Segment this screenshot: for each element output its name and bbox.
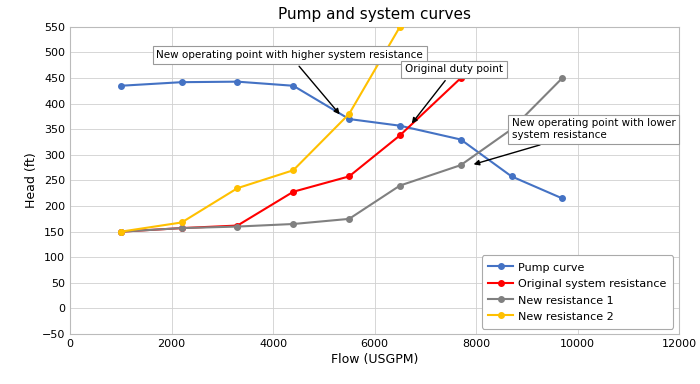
Original system resistance xyxy=(177,226,186,230)
Original system resistance xyxy=(395,133,404,138)
Text: Original duty point: Original duty point xyxy=(405,65,503,122)
Pump curve xyxy=(345,117,354,121)
New resistance 2 xyxy=(177,220,186,225)
Pump curve xyxy=(395,123,404,128)
New resistance 2 xyxy=(289,168,298,172)
New resistance 1 xyxy=(345,217,354,221)
Pump curve xyxy=(116,83,125,88)
New resistance 1 xyxy=(116,229,125,234)
Original system resistance xyxy=(289,189,298,194)
New resistance 1 xyxy=(233,224,242,229)
Text: New operating point with lower
system resistance: New operating point with lower system re… xyxy=(475,119,676,165)
New resistance 1 xyxy=(289,222,298,226)
New resistance 1 xyxy=(508,127,516,132)
Line: New resistance 1: New resistance 1 xyxy=(118,75,565,235)
Line: Original system resistance: Original system resistance xyxy=(118,75,463,235)
X-axis label: Flow (USGPM): Flow (USGPM) xyxy=(331,353,418,366)
Legend: Pump curve, Original system resistance, New resistance 1, New resistance 2: Pump curve, Original system resistance, … xyxy=(482,255,673,329)
New resistance 1 xyxy=(395,183,404,188)
Pump curve xyxy=(508,174,516,179)
New resistance 2 xyxy=(345,112,354,116)
Line: New resistance 2: New resistance 2 xyxy=(118,24,402,235)
New resistance 2 xyxy=(395,25,404,29)
Pump curve xyxy=(558,196,566,201)
New resistance 1 xyxy=(177,226,186,230)
Y-axis label: Head (ft): Head (ft) xyxy=(25,152,38,209)
Original system resistance xyxy=(456,76,465,80)
Pump curve xyxy=(289,83,298,88)
New resistance 2 xyxy=(233,186,242,190)
Pump curve xyxy=(177,80,186,84)
Title: Pump and system curves: Pump and system curves xyxy=(278,7,471,22)
Pump curve xyxy=(456,137,465,142)
Line: Pump curve: Pump curve xyxy=(118,79,565,201)
New resistance 2 xyxy=(116,229,125,234)
New resistance 1 xyxy=(558,76,566,80)
Pump curve xyxy=(233,79,242,84)
Original system resistance xyxy=(116,229,125,234)
New resistance 1 xyxy=(456,163,465,167)
Text: New operating point with higher system resistance: New operating point with higher system r… xyxy=(156,50,423,113)
Original system resistance xyxy=(233,223,242,228)
Original system resistance xyxy=(345,174,354,179)
